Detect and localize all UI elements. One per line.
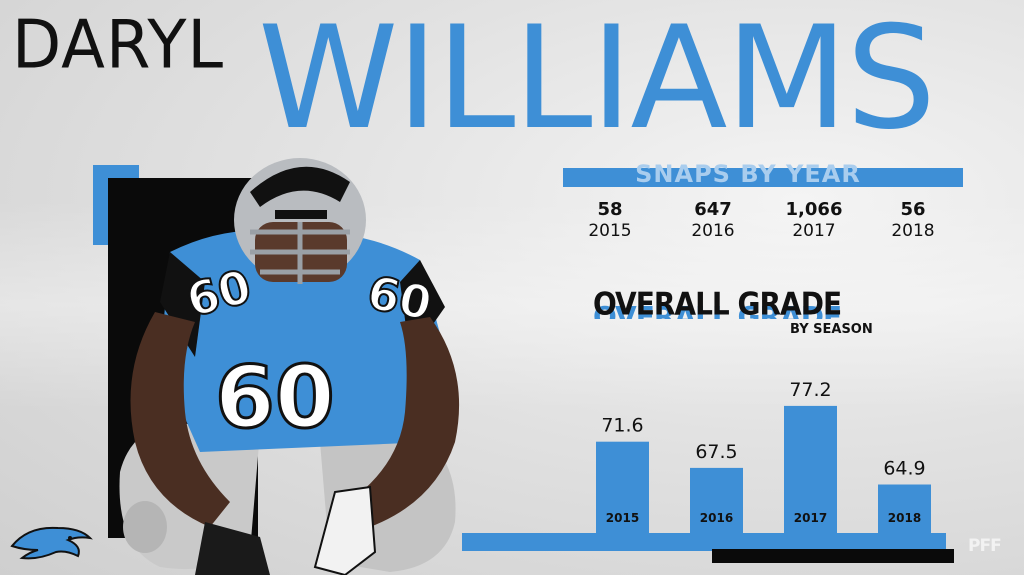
- chart-shadow: [712, 549, 954, 563]
- snap-entry-2016: 647 2016: [663, 200, 763, 242]
- snaps-header-bar: [563, 168, 963, 187]
- grade-value-label: 77.2: [789, 379, 831, 401]
- grade-value-label: 67.5: [695, 441, 737, 463]
- grade-year-label: 2016: [700, 511, 733, 525]
- grade-bar-2016: [690, 467, 743, 537]
- grade-value-label: 71.6: [601, 415, 643, 437]
- snaps-row: 58 2015 647 2016 1,066 2017 56 2018: [560, 200, 980, 248]
- chart-baseline: [462, 533, 946, 551]
- grade-subtitle: BY SEASON: [790, 322, 873, 337]
- snap-year: 2015: [588, 221, 632, 241]
- snap-value: 56: [900, 199, 926, 220]
- grade-title: OVERALL GRADE: [593, 285, 842, 322]
- panthers-logo-icon: [10, 526, 93, 560]
- player-photo: 60 60 60: [119, 158, 460, 575]
- snap-value: 1,066: [785, 199, 843, 220]
- snaps-title: SNAPS BY YEAR: [635, 162, 861, 187]
- chest-number: 60: [215, 348, 335, 448]
- grade-year-label: 2018: [888, 511, 921, 525]
- snap-year: 2018: [891, 221, 935, 241]
- player-last-name: WILLIAMS: [258, 0, 936, 161]
- pff-watermark: PFF: [968, 536, 1002, 556]
- snap-value: 58: [597, 199, 623, 220]
- grade-year-label: 2017: [794, 511, 827, 525]
- snap-year: 2017: [792, 221, 836, 241]
- grade-title-shadow: OVERALL GRADE: [593, 303, 841, 319]
- snap-entry-2017: 1,066 2017: [764, 200, 864, 242]
- grade-year-label: 2015: [606, 511, 639, 525]
- grade-bar-2018: [878, 484, 931, 537]
- snap-entry-2018: 56 2018: [863, 200, 963, 242]
- grade-bar-2017: [784, 405, 837, 537]
- snap-year: 2016: [691, 221, 735, 241]
- grade-bar-2015: [596, 441, 649, 537]
- grade-value-label: 64.9: [883, 458, 925, 480]
- snap-value: 647: [694, 199, 732, 220]
- snap-entry-2015: 58 2015: [560, 200, 660, 242]
- player-first-name: DARYL: [12, 6, 225, 85]
